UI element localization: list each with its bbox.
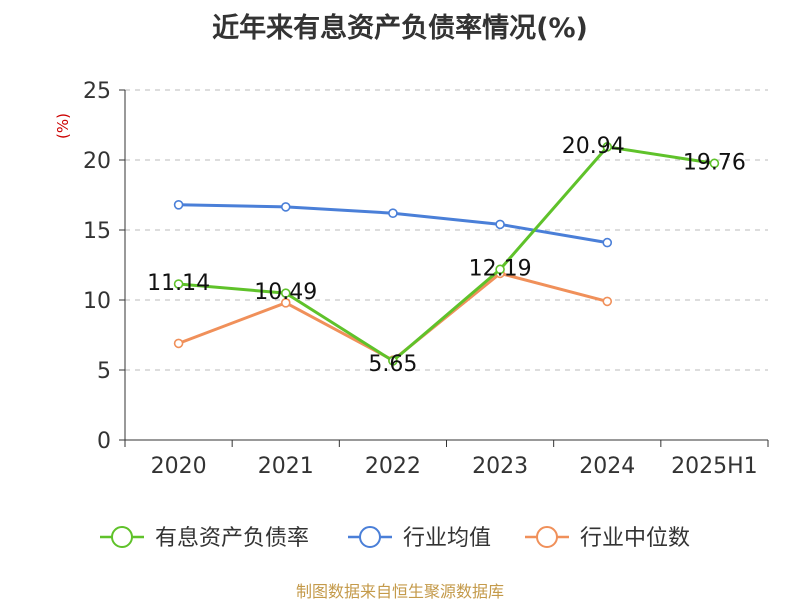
y-tick-label: 20 <box>83 149 111 174</box>
legend-marker <box>111 526 133 548</box>
legend-item: 行业均值 <box>348 526 491 551</box>
y-tick-label: 15 <box>83 219 111 244</box>
data-point <box>602 296 613 307</box>
data-point <box>495 264 505 275</box>
data-label: 19.76 <box>683 150 746 175</box>
y-tick-label: 10 <box>83 289 111 314</box>
chart-title: 近年来有息资产负债率情况(%) <box>212 13 588 44</box>
grid-lines <box>125 89 768 371</box>
data-point <box>602 237 613 248</box>
data-label: 5.65 <box>368 352 417 377</box>
data-label: 10.49 <box>254 280 317 305</box>
y-tick-label: 25 <box>83 79 111 104</box>
x-tick-label: 2022 <box>365 454 421 479</box>
y-tick-label: 5 <box>97 359 111 384</box>
x-tick-label: 2020 <box>151 454 207 479</box>
series-line <box>177 145 716 363</box>
data-point <box>280 202 291 212</box>
axes: 0 5 10 15 20 25 2020 2021 2022 2023 2024 2025H1 <box>83 79 769 479</box>
legend: 有息资产负债率 行业均值 行业中位数 <box>100 526 690 551</box>
source-footer: 制图数据来自恒生聚源数据库 <box>295 582 504 601</box>
data-label: 11.14 <box>147 271 210 296</box>
legend-marker <box>359 526 381 548</box>
y-axis-unit-label: (%) <box>54 113 72 139</box>
data-point <box>280 288 291 298</box>
data-label: 20.94 <box>562 134 625 159</box>
legend-item: 有息资产负债率 <box>100 526 309 551</box>
x-tick-label: 2021 <box>258 454 314 479</box>
legend-label: 行业均值 <box>403 526 491 551</box>
legend-item: 行业中位数 <box>525 526 690 551</box>
data-labels: 11.14 10.49 5.65 12.19 20.94 19.76 <box>147 134 746 377</box>
x-tick-label: 2025H1 <box>671 454 758 479</box>
data-point <box>495 219 505 230</box>
data-point <box>388 208 398 218</box>
data-point <box>388 356 398 366</box>
data-point <box>173 338 184 349</box>
data-point <box>602 142 613 152</box>
data-point <box>280 297 291 308</box>
data-point <box>709 158 720 169</box>
data-point <box>173 279 184 289</box>
series-layer <box>173 142 720 366</box>
legend-marker <box>536 526 558 548</box>
legend-label: 行业中位数 <box>580 526 690 551</box>
y-tick-label: 0 <box>97 429 111 454</box>
data-point <box>173 200 184 210</box>
x-tick-label: 2024 <box>579 454 635 479</box>
series-line <box>177 271 609 362</box>
legend-label: 有息资产负债率 <box>155 526 309 551</box>
data-label: 12.19 <box>469 256 532 281</box>
x-tick-label: 2023 <box>472 454 528 479</box>
